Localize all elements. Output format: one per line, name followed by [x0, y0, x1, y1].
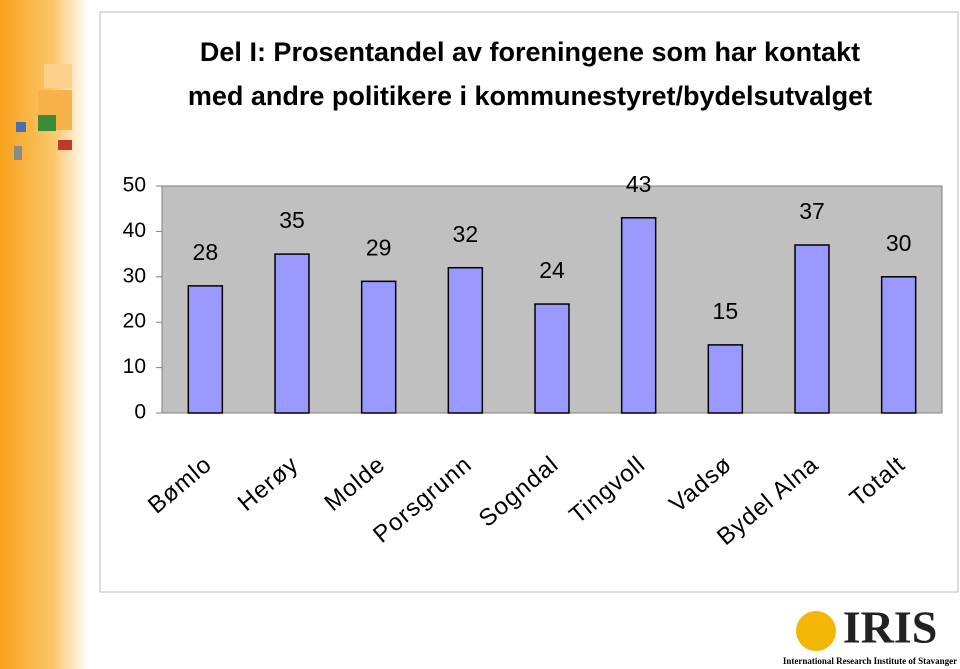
bar — [880, 276, 917, 414]
logo-mark — [796, 611, 836, 651]
chart-title: med andre politikere i kommunestyret/byd… — [188, 81, 872, 111]
logo-name: IRIS — [843, 602, 938, 653]
value-label: 29 — [366, 234, 392, 260]
bar — [794, 244, 830, 414]
decor-squares — [14, 64, 72, 160]
bar — [534, 303, 570, 414]
bar — [707, 344, 744, 414]
y-tick-label: 50 — [123, 174, 146, 197]
value-label: 43 — [626, 171, 652, 197]
bar — [360, 280, 397, 414]
value-label: 37 — [799, 198, 825, 224]
bar — [620, 217, 657, 414]
y-tick-label: 40 — [123, 219, 146, 242]
y-tick-label: 30 — [123, 264, 146, 287]
logo: IRIS International Research Institute of… — [783, 602, 957, 667]
bar — [187, 285, 224, 414]
value-label: 28 — [193, 239, 219, 265]
logo-subtitle: International Research Institute of Stav… — [783, 656, 957, 666]
y-tick-label: 20 — [123, 310, 146, 333]
chart-title: Del I: Prosentandel av foreningene som h… — [200, 37, 860, 67]
bar — [447, 266, 484, 414]
y-tick-label: 0 — [134, 401, 146, 424]
y-tick-label: 10 — [123, 355, 146, 378]
value-label: 15 — [713, 298, 739, 324]
value-label: 30 — [886, 230, 912, 256]
bar — [274, 253, 310, 414]
value-label: 35 — [279, 207, 305, 233]
value-label: 32 — [453, 221, 479, 247]
value-label: 24 — [539, 257, 565, 283]
